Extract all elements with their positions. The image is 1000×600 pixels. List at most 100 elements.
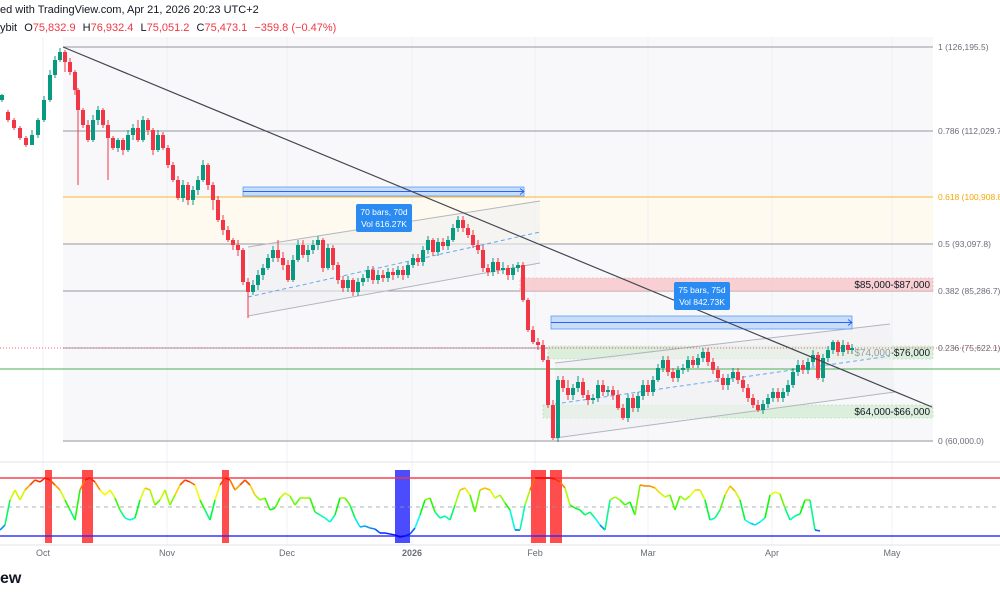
rsi-line-segment <box>224 477 231 481</box>
close-label: C <box>196 22 205 34</box>
channel-mid-line[interactable] <box>247 231 541 298</box>
candle-body <box>286 265 290 280</box>
candle-body <box>126 135 130 150</box>
open-value: 75,832.9 <box>32 22 76 34</box>
candle-body <box>151 130 155 150</box>
rsi-line-segment <box>424 497 431 501</box>
rsi-line-segment <box>724 485 731 496</box>
candle-body <box>786 385 790 392</box>
channel-bottom-line[interactable] <box>554 391 896 439</box>
time-axis-label: Apr <box>765 548 779 558</box>
candle-body <box>616 395 620 408</box>
candle-body <box>651 380 655 392</box>
candle-body <box>186 185 190 200</box>
rsi-line-segment <box>104 489 111 496</box>
candle-body <box>701 352 705 358</box>
candle-body <box>6 112 10 120</box>
candle-body <box>521 265 525 300</box>
open-label: O <box>24 22 33 34</box>
rsi-line-segment <box>684 495 691 501</box>
candle-body <box>176 180 180 198</box>
low-value: 75,051.2 <box>146 22 190 34</box>
candle-body <box>636 396 640 408</box>
candle-body <box>576 382 580 388</box>
candle-body <box>511 268 515 275</box>
rsi-line-segment <box>219 477 226 486</box>
candle-body <box>73 72 77 90</box>
candle-body <box>146 120 150 130</box>
candle-body <box>306 250 310 255</box>
rsi-line-segment <box>184 479 191 483</box>
rsi-line-segment <box>249 484 256 496</box>
rsi-line-segment <box>354 517 361 528</box>
candle-body <box>456 220 460 228</box>
rsi-line-segment <box>179 479 186 486</box>
candle-body <box>101 110 105 125</box>
change-value: −359.8 (−0.47%) <box>254 22 337 34</box>
rsi-line-segment <box>244 479 251 486</box>
candle-body <box>426 240 430 250</box>
candle-body <box>406 265 410 275</box>
candle-body <box>646 385 650 392</box>
candle-body <box>631 398 635 408</box>
rsi-line-segment <box>19 489 26 501</box>
candle-body <box>506 268 510 275</box>
rsi-line-segment <box>229 479 236 491</box>
rsi-line-segment <box>209 499 216 521</box>
candle-body <box>196 180 200 190</box>
rsi-line-segment <box>714 509 721 519</box>
candle-body <box>236 245 240 250</box>
candle-body <box>206 165 210 185</box>
rsi-line-segment <box>559 481 566 489</box>
candle-body <box>761 404 765 410</box>
candle-body <box>326 248 330 268</box>
rsi-line-segment <box>649 485 656 489</box>
candle-body <box>586 395 590 400</box>
candle-body <box>806 362 810 370</box>
rsi-line-segment <box>574 507 581 511</box>
candle-body <box>516 265 520 268</box>
rsi-line-segment <box>524 489 531 506</box>
time-axis-label: Mar <box>640 548 656 558</box>
rsi-line-segment <box>9 489 16 501</box>
candle-body <box>381 275 385 278</box>
candle-body <box>281 258 285 265</box>
candle-body <box>756 405 760 410</box>
rsi-line-segment <box>414 514 421 529</box>
descending-trendline[interactable] <box>62 46 933 408</box>
rsi-line-segment <box>529 477 536 491</box>
rsi-line-segment <box>164 489 171 506</box>
rsi-line-segment <box>29 479 36 486</box>
candle-body <box>431 240 435 252</box>
price-chart[interactable]: 1 (126,195.5) 0.786 (112,029.7) 0.618 (100… <box>0 37 1000 567</box>
candle-body <box>12 120 16 128</box>
fib-level-label: 1 (126,195.5) <box>938 42 989 52</box>
candle-body <box>566 388 570 395</box>
rsi-line-segment <box>234 484 241 491</box>
rsi-line-segment <box>449 504 456 521</box>
candle-body <box>336 265 340 280</box>
rsi-line-segment <box>579 509 586 516</box>
time-axis-label: Oct <box>36 548 51 558</box>
candle-body <box>161 135 165 148</box>
price-axis-area <box>933 37 1000 457</box>
rsi-line-segment <box>14 489 21 501</box>
candle-body <box>766 398 770 404</box>
rsi-line-segment <box>809 499 816 531</box>
candle-body <box>721 378 725 385</box>
candle-body <box>606 390 610 392</box>
candle-body <box>726 378 730 385</box>
candle-body <box>141 120 145 140</box>
candle-body <box>356 282 360 292</box>
arrow-right-icon <box>519 188 525 195</box>
candle-body <box>396 270 400 275</box>
arrow-right-icon <box>847 319 853 326</box>
channel-top-line[interactable] <box>554 323 891 364</box>
overbought-highlight <box>45 470 52 543</box>
candle-body <box>291 260 295 280</box>
rsi-line-segment <box>54 484 61 491</box>
rsi-line-segment <box>769 491 776 496</box>
rsi-line-segment <box>634 484 641 516</box>
candle-body <box>526 300 530 330</box>
rsi-line-segment <box>549 477 556 480</box>
